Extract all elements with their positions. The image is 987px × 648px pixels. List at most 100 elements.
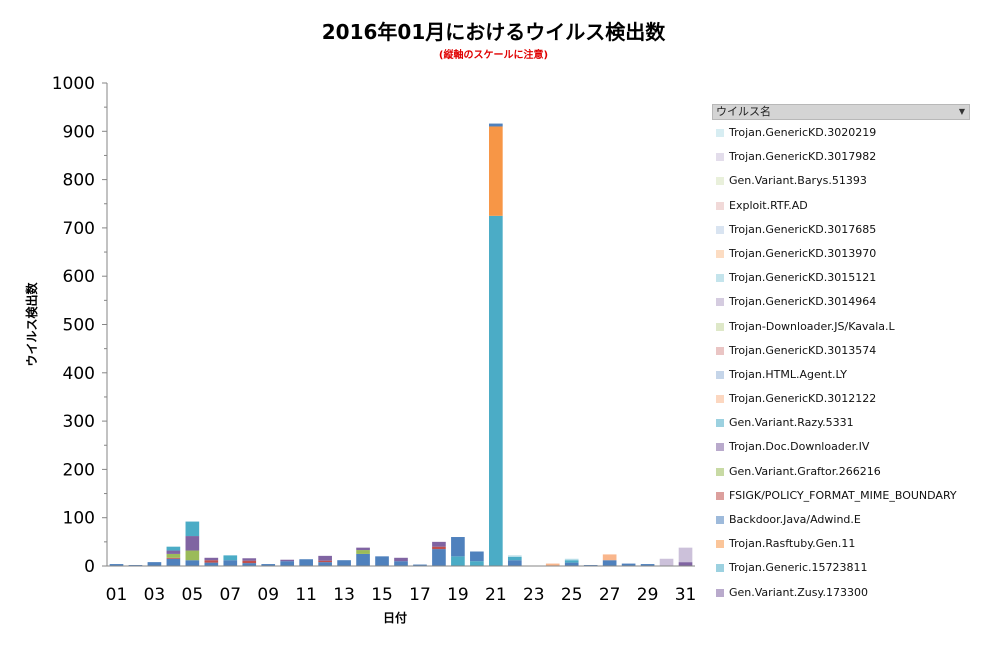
bar-segment	[375, 556, 389, 566]
legend-label: Trojan.GenericKD.3013970	[729, 245, 876, 263]
bar-segment	[186, 522, 200, 536]
chart-legend: Trojan.GenericKD.3020219 Trojan.GenericKD…	[716, 124, 984, 608]
y-tick-labels: 01002003004005006007008009001000	[52, 74, 95, 577]
bar-segment	[280, 560, 294, 561]
x-tick-label: 25	[561, 585, 583, 605]
y-tick-label: 800	[63, 171, 95, 191]
legend-swatch	[716, 540, 724, 548]
bar-segment	[280, 561, 294, 566]
y-tick-label: 900	[63, 122, 95, 142]
legend-label: Backdoor.Java/Adwind.E	[729, 511, 861, 529]
bar-segment	[356, 548, 370, 550]
legend-swatch	[716, 323, 724, 331]
chevron-down-icon[interactable]: ▼	[959, 105, 965, 119]
legend-swatch	[716, 468, 724, 476]
y-tick-label: 500	[63, 316, 95, 336]
legend-label: Trojan.Doc.Downloader.IV	[729, 438, 869, 456]
legend-swatch	[716, 564, 724, 572]
legend-item: Trojan.Rasftuby.Gen.11	[716, 535, 984, 559]
legend-swatch	[716, 177, 724, 185]
y-tick-label: 300	[63, 412, 95, 432]
legend-item: Trojan.GenericKD.3015121	[716, 269, 984, 293]
legend-swatch	[716, 202, 724, 210]
legend-item: Exploit.RTF.AD	[716, 197, 984, 221]
legend-label: Trojan.GenericKD.3012122	[729, 390, 876, 408]
legend-header-label: ウイルス名	[716, 105, 771, 118]
legend-filter-dropdown[interactable]: ウイルス名 ▼	[712, 104, 970, 120]
y-tick-label: 100	[63, 509, 95, 529]
legend-swatch	[716, 129, 724, 137]
bar-segment	[204, 563, 218, 566]
legend-item: Trojan.GenericKD.3020219	[716, 124, 984, 148]
legend-label: Trojan.Generic.15723811	[729, 559, 868, 577]
bar-segment	[470, 552, 484, 562]
legend-label: Gen.Variant.Graftor.266216	[729, 463, 881, 481]
legend-swatch	[716, 371, 724, 379]
bar-segment	[565, 560, 579, 562]
x-tick-label: 11	[295, 585, 317, 605]
x-tick-labels: 01 03 05 07 09 11 13 15 17 19 21 23 25 27 29 31	[106, 585, 697, 605]
legend-swatch	[716, 153, 724, 161]
bar-segment	[167, 559, 181, 566]
legend-item: Trojan.HTML.Agent.LY	[716, 366, 984, 390]
x-tick-label: 27	[599, 585, 621, 605]
bar-stacks	[110, 124, 693, 566]
bar-segment	[451, 537, 465, 556]
bar-segment	[318, 561, 332, 562]
x-tick-label: 05	[182, 585, 204, 605]
x-tick-label: 07	[219, 585, 241, 605]
legend-item: Gen.Variant.Razy.5331	[716, 414, 984, 438]
bar-segment	[432, 542, 446, 547]
bar-segment	[337, 560, 351, 566]
legend-item: FSIGK/POLICY_FORMAT_MIME_BOUNDARY	[716, 487, 984, 511]
x-tick-label: 13	[333, 585, 355, 605]
bar-segment	[565, 559, 579, 560]
bar-segment	[242, 561, 256, 563]
bar-segment	[318, 556, 332, 561]
bar-segment	[167, 554, 181, 558]
bar-segment	[394, 561, 408, 566]
legend-swatch	[716, 395, 724, 403]
bar-segment	[242, 558, 256, 560]
y-tick-label: 400	[63, 364, 95, 384]
legend-swatch	[716, 347, 724, 355]
legend-item: Trojan.GenericKD.3012122	[716, 390, 984, 414]
legend-item: Backdoor.Java/Adwind.E	[716, 511, 984, 535]
legend-label: Trojan.GenericKD.3013574	[729, 342, 876, 360]
bar-segment	[356, 550, 370, 554]
legend-item: Trojan.GenericKD.3017685	[716, 221, 984, 245]
legend-label: Trojan.GenericKD.3017685	[729, 221, 876, 239]
legend-swatch	[716, 226, 724, 234]
bar-segment	[204, 560, 218, 562]
legend-label: Gen.Variant.Barys.51393	[729, 172, 867, 190]
x-tick-label: 31	[675, 585, 697, 605]
legend-label: Trojan.GenericKD.3014964	[729, 293, 876, 311]
legend-item: Trojan.Doc.Downloader.IV	[716, 438, 984, 462]
bar-segment	[223, 555, 237, 560]
legend-item: Trojan.GenericKD.3013970	[716, 245, 984, 269]
bar-segment	[679, 548, 693, 562]
legend-item: Trojan.GenericKD.3017982	[716, 148, 984, 172]
x-tick-label: 03	[144, 585, 166, 605]
legend-label: Gen.Variant.Zusy.173300	[729, 584, 868, 602]
bar-segment	[299, 559, 313, 566]
bar-segment	[204, 558, 218, 560]
legend-swatch	[716, 589, 724, 597]
legend-swatch	[716, 274, 724, 282]
legend-label: Trojan.GenericKD.3017982	[729, 148, 876, 166]
x-tick-label: 15	[371, 585, 393, 605]
bar-segment	[508, 560, 522, 566]
x-tick-label: 19	[447, 585, 469, 605]
bar-segment	[489, 124, 503, 127]
legend-swatch	[716, 419, 724, 427]
bar-segment	[660, 559, 674, 566]
x-tick-label: 01	[106, 585, 128, 605]
legend-item: Gen.Variant.Barys.51393	[716, 172, 984, 196]
x-tick-label: 21	[485, 585, 507, 605]
legend-label: Trojan.HTML.Agent.LY	[729, 366, 847, 384]
legend-swatch	[716, 443, 724, 451]
x-tick-label: 23	[523, 585, 545, 605]
legend-label: Trojan.GenericKD.3015121	[729, 269, 876, 287]
y-tick-label: 0	[84, 557, 95, 577]
